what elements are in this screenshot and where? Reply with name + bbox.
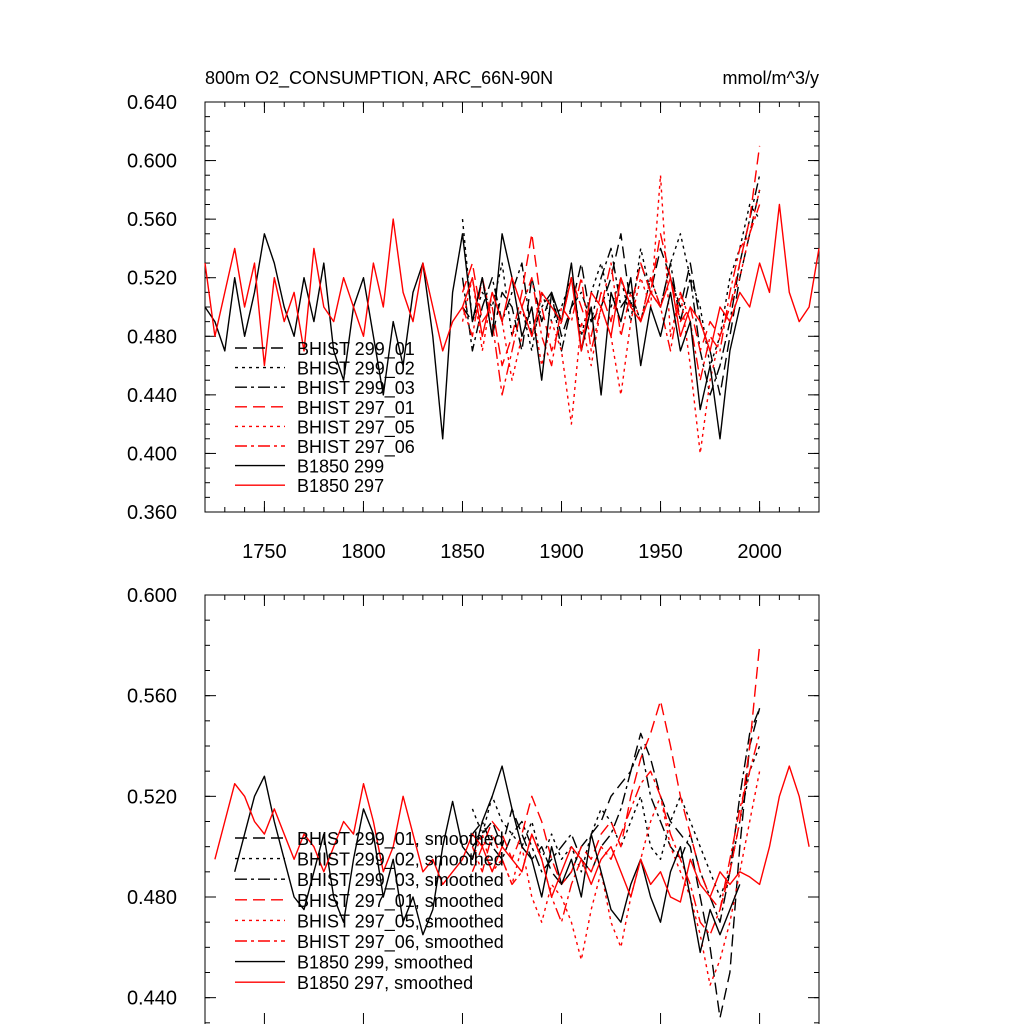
bottom-series-lines	[214, 645, 810, 1019]
top-x-tick-label: 1750	[242, 541, 287, 563]
top-legend-label: BHIST 297_06	[297, 437, 415, 458]
top-y-tick-label: 0.560	[127, 209, 177, 231]
top-legend-label: B1850 299	[297, 457, 384, 477]
top-legend-label: BHIST 299_02	[297, 359, 415, 380]
top-y-tick-label: 0.520	[127, 268, 177, 290]
top-series-line-1	[461, 203, 761, 367]
top-legend-label: BHIST 297_05	[297, 417, 415, 438]
bottom-y-tick-label: 0.480	[127, 887, 177, 909]
top-series-line-7	[204, 203, 820, 367]
top-title: 800m O2_CONSUMPTION, ARC_66N-90N	[205, 68, 553, 89]
top-x-tick-label: 1950	[638, 541, 683, 563]
top-series-lines	[204, 145, 820, 455]
top-x-tick-label: 2000	[737, 541, 782, 563]
bottom-y-tick-label: 0.520	[127, 786, 177, 808]
top-y-tick-label: 0.440	[127, 385, 177, 407]
top-legend-label: BHIST 297_01	[297, 398, 415, 419]
top-panel: 800m O2_CONSUMPTION, ARC_66N-90N mmol/m^…	[127, 68, 820, 563]
bottom-legend-label: BHIST 297_01, smoothed	[297, 891, 504, 912]
top-series-line-3	[461, 145, 761, 367]
bottom-axes: 0.440 0.480 0.520 0.560 0.600	[127, 585, 820, 1024]
top-units: mmol/m^3/y	[723, 68, 819, 88]
bottom-series-line-5	[471, 733, 761, 936]
bottom-series-line-2	[471, 707, 761, 923]
top-y-tick-label: 0.400	[127, 443, 177, 465]
bottom-legend-label: BHIST 299_02, smoothed	[297, 850, 504, 871]
bottom-legend-label: BHIST 297_06, smoothed	[297, 932, 504, 953]
top-series-line-4	[461, 174, 761, 455]
top-y-tick-label: 0.360	[127, 502, 177, 524]
top-y-tick-label: 0.480	[127, 326, 177, 348]
top-series-line-2	[461, 175, 761, 396]
top-y-tick-label: 0.640	[127, 92, 177, 114]
bottom-series-line-3	[471, 645, 761, 911]
top-axes: 0.360 0.400 0.440 0.480 0.520 0.560 0.600 0.640…	[127, 92, 820, 563]
bottom-plot-frame	[204, 594, 820, 1024]
top-legend-label: BHIST 299_01	[297, 339, 415, 360]
bottom-legend-label: BHIST 299_01, smoothed	[297, 829, 504, 850]
bottom-y-tick-label: 0.440	[127, 988, 177, 1010]
bottom-legend-label: BHIST 297_05, smoothed	[297, 911, 504, 932]
top-y-tick-label: 0.600	[127, 151, 177, 173]
top-series-line-5	[461, 204, 761, 396]
bottom-series-line-7	[214, 765, 810, 903]
bottom-legend-label: B1850 297, smoothed	[297, 973, 473, 993]
bottom-legend-label: BHIST 299_03, smoothed	[297, 870, 504, 891]
top-x-tick-label: 1900	[539, 541, 584, 563]
top-series-line-6	[204, 233, 741, 440]
top-x-tick-label: 1850	[440, 541, 485, 563]
bottom-series-line-4	[471, 771, 761, 986]
bottom-panel: 0.440 0.480 0.520 0.560 0.600 BHIST 299_01, …	[127, 585, 820, 1024]
bottom-y-tick-label: 0.560	[127, 686, 177, 708]
bottom-legend-label: B1850 299, smoothed	[297, 953, 473, 973]
bottom-series-line-6	[234, 765, 741, 954]
bottom-y-tick-label: 0.600	[127, 585, 177, 607]
top-legend-label: B1850 297	[297, 476, 384, 496]
top-legend-label: BHIST 299_03	[297, 378, 415, 399]
top-x-tick-label: 1800	[341, 541, 386, 563]
